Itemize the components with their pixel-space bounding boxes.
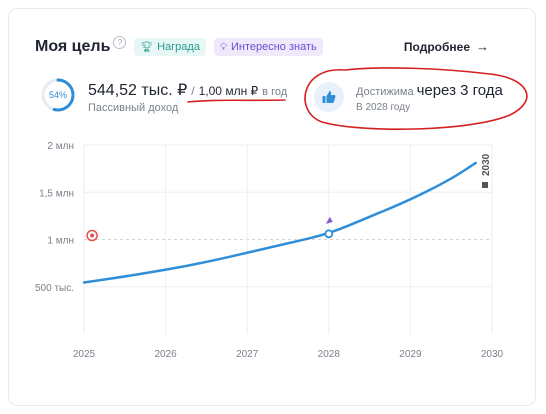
y-tick-label: 1 млн	[47, 236, 74, 247]
income-line	[82, 161, 477, 284]
card-title: Моя цель	[35, 38, 111, 55]
arrow-right-icon: →	[476, 39, 489, 54]
help-icon[interactable]: ?	[113, 35, 127, 49]
x-tick-label: 2028	[318, 349, 341, 360]
x-tick-label: 2026	[154, 349, 177, 360]
progress-ring-fill	[41, 78, 75, 112]
x-tick-label: 2029	[399, 349, 422, 360]
y-tick-label: 2 млн	[47, 141, 74, 152]
goal-card: Моя цель ? 🏆︎ Награда 💡︎ Интересно знать…	[8, 8, 536, 406]
target-income: 1,00 млн ₽	[198, 84, 259, 98]
x-tick-label: 2025	[73, 349, 96, 360]
achievable-prefix: Достижима	[356, 86, 414, 98]
income-period: в год	[262, 86, 288, 98]
thumbs-up-icon	[314, 82, 344, 112]
award-chip-label: Награда	[157, 41, 200, 53]
progress-percent: 54%	[48, 90, 67, 100]
finish-flag-icon	[482, 182, 488, 188]
info-chip-label: Интересно знать	[230, 41, 317, 53]
party-icon	[325, 216, 333, 224]
info-chip[interactable]: 💡︎ Интересно знать	[213, 38, 323, 56]
y-tick-label: 500 тыс.	[35, 283, 74, 294]
trophy-icon: 🏆︎	[140, 41, 154, 53]
x-tick-label: 2030	[481, 349, 504, 360]
card-header: Моя цель ? 🏆︎ Награда 💡︎ Интересно знать	[35, 35, 323, 59]
amount-separator: /	[191, 84, 195, 98]
annotation-underline	[187, 99, 286, 103]
more-link-label: Подробнее	[403, 39, 470, 54]
finish-label: 2030	[481, 153, 492, 176]
target-icon-center	[90, 233, 95, 238]
achievable-year: В 2028 году	[356, 102, 411, 113]
achievable-text: Достижима через 3 года	[356, 82, 503, 99]
current-income: 544,52 тыс. ₽	[88, 82, 188, 99]
lightbulb-icon: 💡︎	[219, 41, 227, 53]
award-chip[interactable]: 🏆︎ Награда	[134, 38, 206, 56]
more-link[interactable]: Подробнее →	[404, 39, 489, 54]
x-tick-label: 2027	[236, 349, 259, 360]
achieve-point	[324, 229, 334, 239]
achievable-when: через 3 года	[416, 82, 503, 99]
income-subtitle: Пассивный доход	[88, 102, 179, 114]
income-amount: 544,52 тыс. ₽/1,00 млн ₽ в год	[88, 80, 287, 100]
y-tick-label: 1,5 млн	[39, 188, 74, 199]
progress-ring	[41, 78, 75, 112]
annotation-ellipse	[304, 67, 528, 131]
